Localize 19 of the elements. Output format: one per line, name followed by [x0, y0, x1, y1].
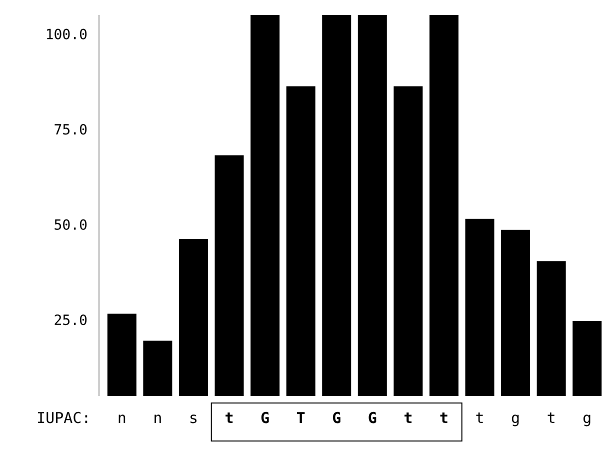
- x-tick-label: t: [404, 412, 412, 423]
- x-tick-label: t: [548, 412, 554, 423]
- y-tick-label: 75.0: [54, 124, 87, 135]
- x-tick-label: t: [476, 412, 483, 423]
- x-tick-label: t: [440, 412, 448, 423]
- x-tick-label: G: [332, 412, 340, 424]
- x-tick-label: n: [154, 414, 161, 423]
- y-tick-label: 50.0: [54, 219, 87, 230]
- x-tick-label: G: [368, 412, 376, 424]
- x-tick-label: t: [226, 412, 233, 423]
- x-tick-label: g: [512, 414, 519, 426]
- x-tick-label: n: [118, 414, 126, 423]
- x-tick-label: G: [261, 412, 269, 424]
- x-tick-label: T: [296, 412, 305, 423]
- x-tick-label: s: [190, 414, 197, 424]
- x-tick-label: g: [583, 414, 590, 426]
- y-tick-label: 100.0: [47, 28, 87, 40]
- x-axis-title: IUPAC:: [38, 412, 88, 424]
- y-tick-label: 25.0: [54, 314, 87, 326]
